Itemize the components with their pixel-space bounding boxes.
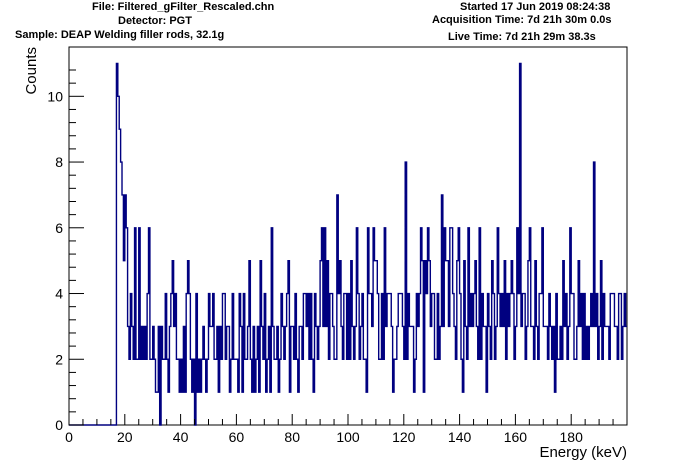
y-axis-title: Counts [23, 47, 40, 95]
x-tick-label: 120 [392, 429, 416, 445]
file-label: File: Filtered_gFilter_Rescaled.chn [92, 1, 275, 13]
x-tick-label: 20 [117, 429, 133, 445]
x-tick-label: 40 [173, 429, 189, 445]
y-tick-label: 0 [55, 417, 63, 433]
acquisition-time-label: Acquisition Time: 7d 21h 30m 0.0s [432, 14, 612, 26]
x-tick-label: 80 [284, 429, 300, 445]
y-tick-label: 2 [55, 351, 63, 367]
x-axis-title: Energy (keV) [539, 444, 627, 461]
x-tick-label: 60 [229, 429, 245, 445]
y-tick-label: 6 [55, 220, 63, 236]
x-tick-label: 100 [336, 429, 360, 445]
x-tick-label: 180 [560, 429, 584, 445]
started-label: Started 17 Jun 2019 08:24:38 [460, 1, 611, 13]
x-tick-label: 160 [504, 429, 528, 445]
x-tick-label: 0 [65, 429, 73, 445]
detector-label: Detector: PGT [118, 15, 192, 27]
sample-label: Sample: DEAP Welding filler rods, 32.1g [15, 29, 225, 41]
spectrum-series [69, 62, 627, 426]
y-tick-label: 4 [55, 286, 63, 302]
live-time-label: Live Time: 7d 21h 29m 38.3s [448, 31, 596, 43]
y-tick-label: 10 [47, 88, 63, 104]
y-tick-label: 8 [55, 154, 63, 170]
x-tick-label: 140 [448, 429, 472, 445]
